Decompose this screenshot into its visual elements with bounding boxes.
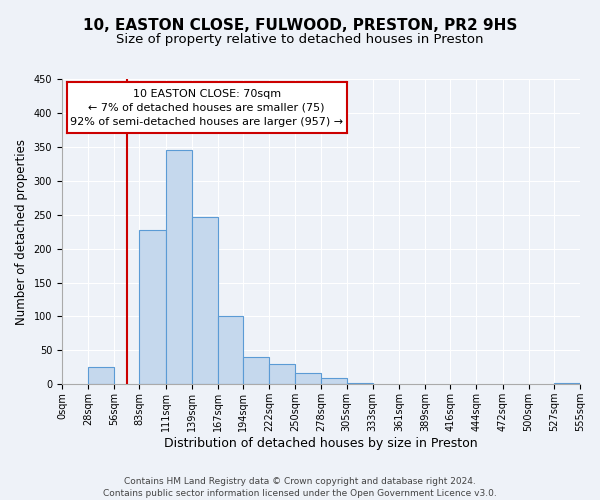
X-axis label: Distribution of detached houses by size in Preston: Distribution of detached houses by size … (164, 437, 478, 450)
Bar (139, 230, 166, 384)
Bar (295, 373, 322, 384)
Bar (347, 383, 373, 384)
Bar (166, 150, 191, 384)
Bar (322, 378, 347, 384)
Text: 10, EASTON CLOSE, FULWOOD, PRESTON, PR2 9HS: 10, EASTON CLOSE, FULWOOD, PRESTON, PR2 … (83, 18, 517, 32)
Text: 10 EASTON CLOSE: 70sqm
← 7% of detached houses are smaller (75)
92% of semi-deta: 10 EASTON CLOSE: 70sqm ← 7% of detached … (70, 89, 343, 127)
Bar (218, 316, 243, 384)
Text: Contains HM Land Registry data © Crown copyright and database right 2024.
Contai: Contains HM Land Registry data © Crown c… (103, 476, 497, 498)
Bar (191, 216, 218, 384)
Y-axis label: Number of detached properties: Number of detached properties (15, 138, 28, 324)
Bar (88, 368, 114, 384)
Bar (554, 383, 580, 384)
Text: Size of property relative to detached houses in Preston: Size of property relative to detached ho… (116, 32, 484, 46)
Bar (243, 357, 269, 384)
Bar (269, 364, 295, 384)
